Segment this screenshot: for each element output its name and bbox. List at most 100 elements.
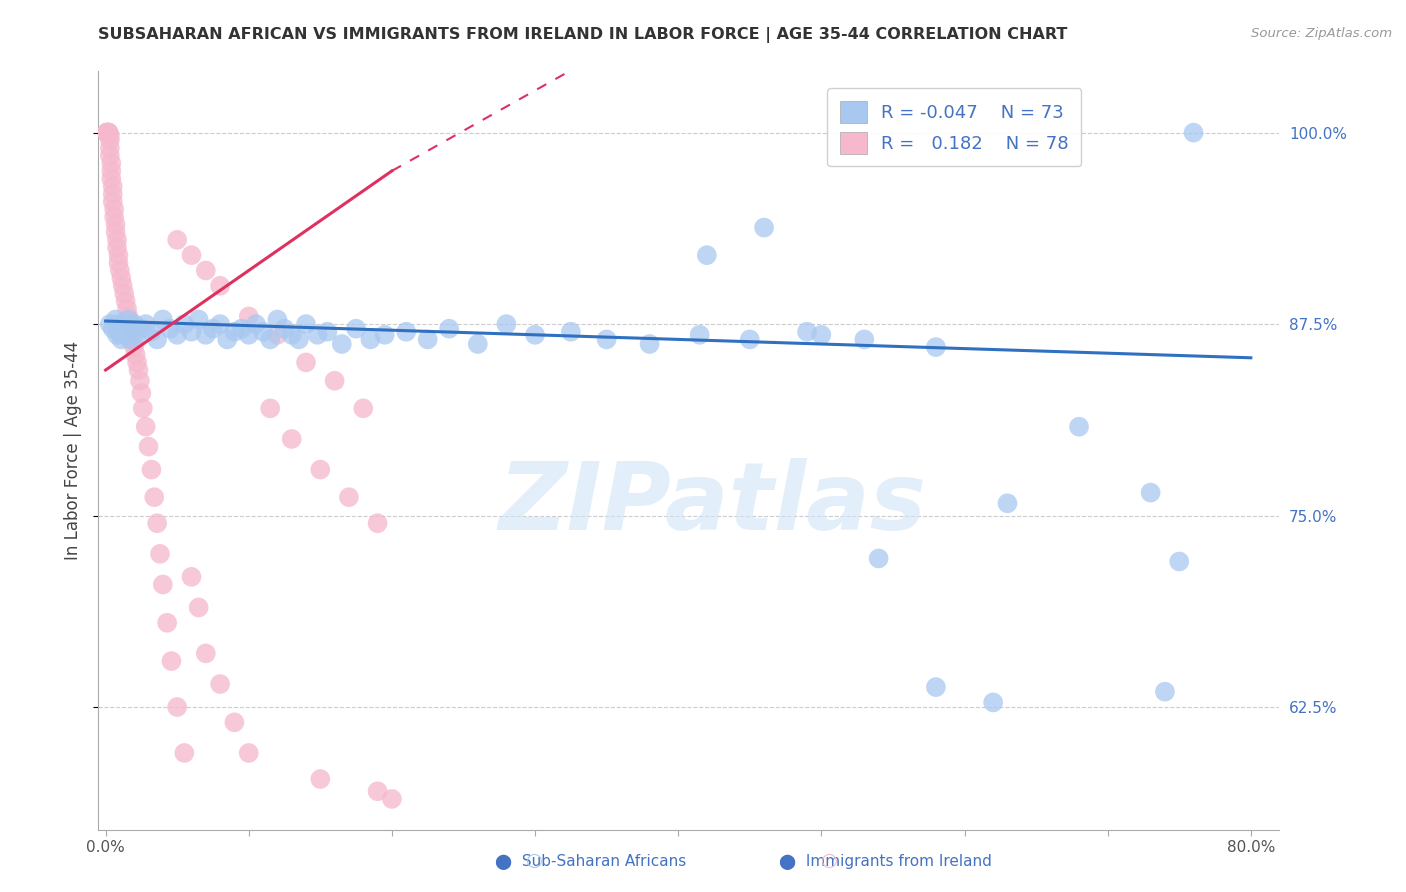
Point xyxy=(166,327,188,342)
Point xyxy=(194,327,217,342)
Point xyxy=(112,286,135,301)
Point xyxy=(810,327,832,342)
Text: SUBSAHARAN AFRICAN VS IMMIGRANTS FROM IRELAND IN LABOR FORCE | AGE 35-44 CORRELA: SUBSAHARAN AFRICAN VS IMMIGRANTS FROM IR… xyxy=(98,27,1067,43)
Point xyxy=(108,263,131,277)
Point xyxy=(125,327,148,342)
Point xyxy=(238,310,260,324)
Point xyxy=(266,327,288,342)
Point xyxy=(98,141,121,155)
Point xyxy=(638,337,661,351)
Point xyxy=(209,677,232,691)
Point xyxy=(97,126,120,140)
Point xyxy=(114,327,136,342)
Point xyxy=(180,325,202,339)
Point xyxy=(868,551,890,566)
Point xyxy=(359,333,381,347)
Point xyxy=(101,321,124,335)
Point xyxy=(309,772,332,786)
Point xyxy=(696,248,718,262)
Point xyxy=(143,490,166,504)
Point xyxy=(101,186,124,201)
Point xyxy=(100,171,122,186)
Text: ZIPatlas: ZIPatlas xyxy=(499,458,927,549)
Point xyxy=(146,333,169,347)
Text: ○: ○ xyxy=(821,851,838,870)
Point xyxy=(103,202,125,217)
Point xyxy=(96,126,118,140)
Point xyxy=(110,271,132,285)
Point xyxy=(104,312,127,326)
Point xyxy=(104,225,127,239)
Point xyxy=(266,312,288,326)
Point xyxy=(97,126,120,140)
Point xyxy=(129,374,152,388)
Point xyxy=(997,496,1019,510)
Point xyxy=(96,126,118,140)
Point xyxy=(111,325,134,339)
Point xyxy=(146,516,169,531)
Point xyxy=(309,462,332,476)
Point xyxy=(194,263,217,277)
Point xyxy=(131,386,153,401)
Point xyxy=(105,233,128,247)
Point xyxy=(853,333,876,347)
Point xyxy=(1168,554,1191,568)
Point xyxy=(180,570,202,584)
Point xyxy=(416,333,439,347)
Point xyxy=(101,179,124,194)
Point xyxy=(105,240,128,254)
Point xyxy=(97,126,120,140)
Point xyxy=(98,133,121,147)
Text: ⬤  Sub-Saharan Africans: ⬤ Sub-Saharan Africans xyxy=(495,854,686,870)
Point xyxy=(194,647,217,661)
Point xyxy=(104,218,127,232)
Point xyxy=(117,310,139,324)
Point xyxy=(595,333,617,347)
Point xyxy=(209,317,232,331)
Point xyxy=(166,700,188,714)
Point xyxy=(231,321,253,335)
Point xyxy=(981,695,1004,709)
Point xyxy=(437,321,460,335)
Point xyxy=(96,126,118,140)
Point xyxy=(259,401,281,416)
Point xyxy=(100,156,122,170)
Point xyxy=(796,325,818,339)
Point xyxy=(337,490,360,504)
Point xyxy=(135,419,157,434)
Point xyxy=(122,317,145,331)
Point xyxy=(187,312,209,326)
Point xyxy=(108,325,131,339)
Point xyxy=(117,312,139,326)
Point xyxy=(110,333,132,347)
Point xyxy=(316,325,339,339)
Point xyxy=(381,792,404,806)
Point xyxy=(112,317,135,331)
Point xyxy=(1067,419,1090,434)
Point xyxy=(1154,684,1177,698)
Point xyxy=(96,126,118,140)
Point xyxy=(118,333,141,347)
Point xyxy=(152,577,174,591)
Point xyxy=(135,317,157,331)
Point xyxy=(115,301,138,316)
Point xyxy=(925,340,948,354)
Point xyxy=(120,325,142,339)
Point xyxy=(101,194,124,209)
Point xyxy=(180,248,202,262)
Point xyxy=(111,278,134,293)
Point xyxy=(122,340,145,354)
Point xyxy=(367,516,389,531)
Point xyxy=(132,401,155,416)
Point xyxy=(107,317,129,331)
Point xyxy=(259,333,281,347)
Point xyxy=(352,401,374,416)
Point xyxy=(159,321,181,335)
Point xyxy=(560,325,582,339)
Point xyxy=(173,746,195,760)
Text: Source: ZipAtlas.com: Source: ZipAtlas.com xyxy=(1251,27,1392,40)
Point xyxy=(224,325,246,339)
Point xyxy=(295,355,318,369)
Point xyxy=(149,547,172,561)
Point xyxy=(738,333,761,347)
